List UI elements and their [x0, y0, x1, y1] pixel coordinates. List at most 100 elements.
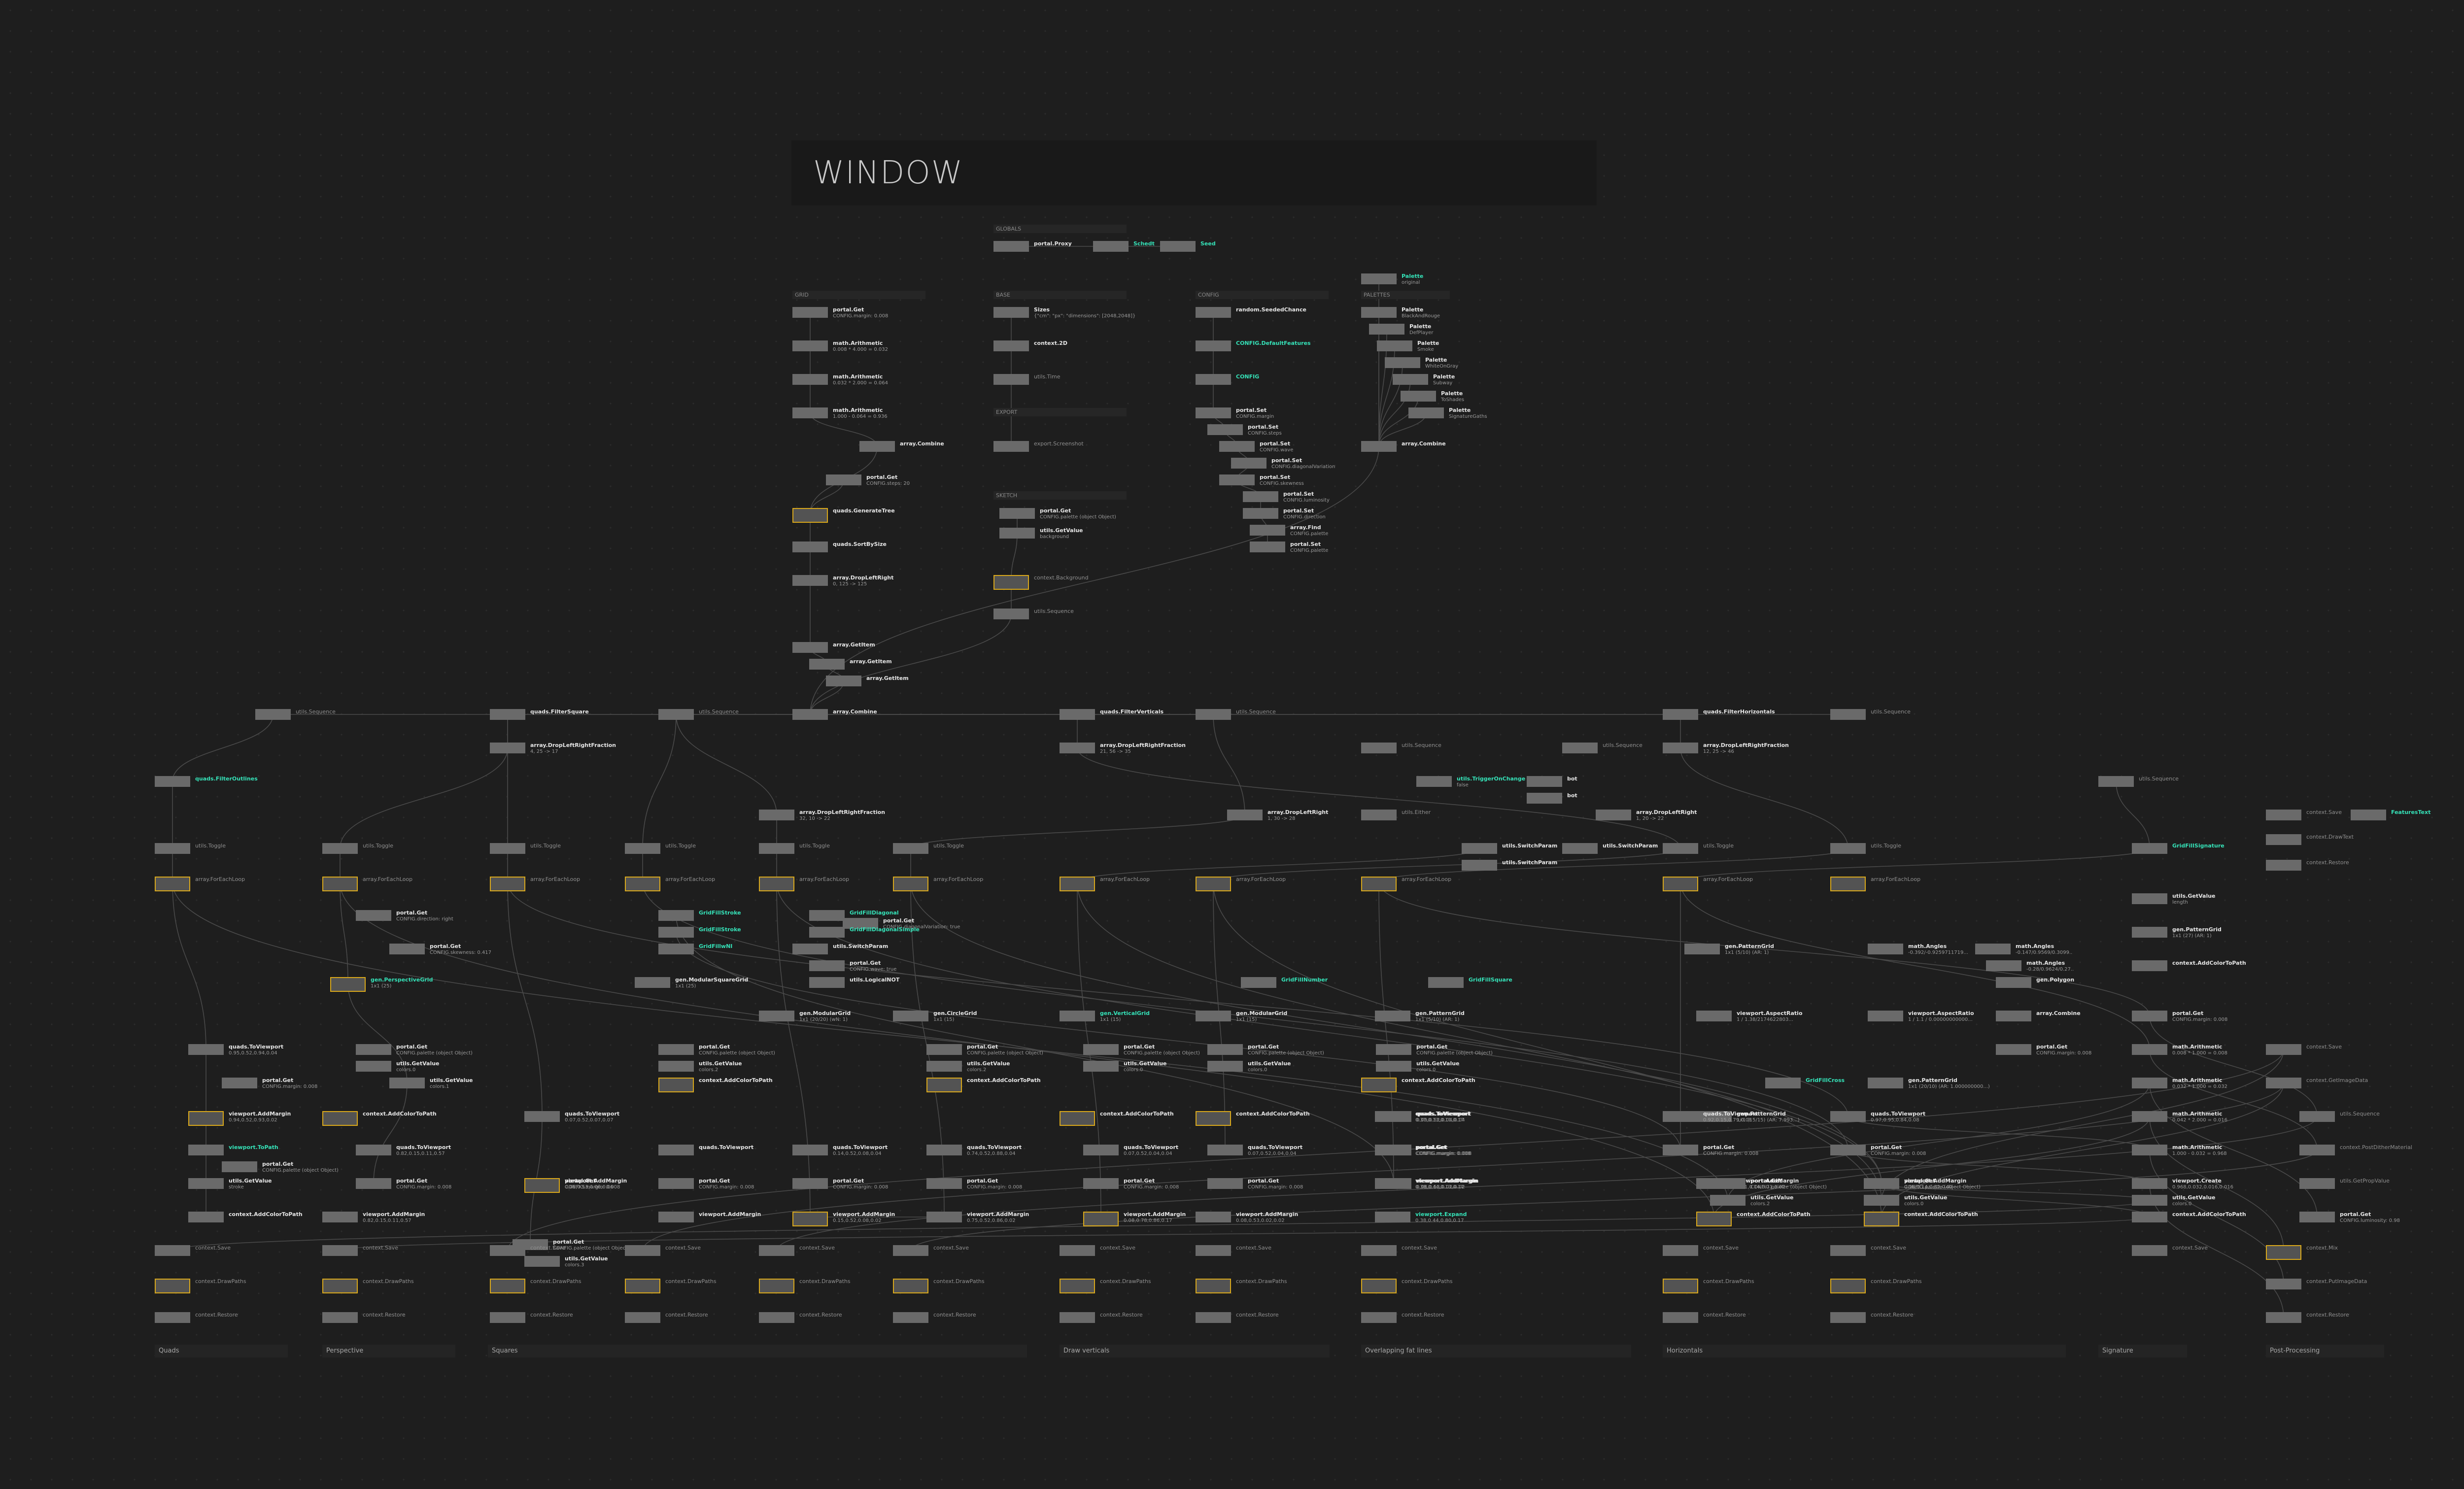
group-header-grid[interactable]: GRID [792, 291, 925, 299]
node-portal-get[interactable]: portal.Get CONFIG.steps: 20 [826, 474, 910, 487]
node-portal-get[interactable]: portal.Get CONFIG.palette (object Object) [1376, 1044, 1493, 1056]
node-palette[interactable]: Palette WhiteOnGray [1385, 357, 1458, 370]
node-preview-thumbnail[interactable] [1830, 709, 1866, 720]
node-preview-thumbnail[interactable] [926, 1178, 962, 1189]
node-preview-thumbnail[interactable] [2266, 834, 2301, 845]
node-preview-thumbnail[interactable] [635, 977, 670, 988]
section-label-horizontals[interactable]: Horizontals [1663, 1345, 2066, 1357]
node-preview-thumbnail[interactable] [893, 1312, 928, 1323]
node-viewport-create[interactable]: viewport.Create 0.968,0.032,0.016,0.016 [2132, 1178, 2233, 1190]
node-viewport-addmargin[interactable]: viewport.AddMargin 0.15,0.52,0.08,0.02 [792, 1211, 895, 1226]
node-gridfillstroke[interactable]: GridFillStroke [658, 910, 741, 921]
wire[interactable] [676, 714, 777, 815]
node-utils-switchparam[interactable]: utils.SwitchParam [792, 943, 888, 954]
node-portal-get[interactable]: portal.Get CONFIG.margin: 0.008 [792, 1178, 888, 1190]
node-preview-thumbnail[interactable] [809, 977, 845, 988]
node-preview-thumbnail[interactable] [658, 1212, 694, 1222]
node-preview-thumbnail[interactable] [843, 918, 878, 929]
node-portal-get[interactable]: portal.Get CONFIG.luminosity: 0.98 [2299, 1211, 2400, 1224]
node-utils-getvalue[interactable]: utils.GetValue background [999, 527, 1083, 540]
node-preview-thumbnail[interactable] [893, 877, 928, 891]
node-preview-thumbnail[interactable] [809, 910, 845, 921]
node-preview-thumbnail[interactable] [792, 1212, 828, 1226]
node-preview-thumbnail[interactable] [490, 843, 525, 854]
node-preview-thumbnail[interactable] [255, 709, 291, 720]
node-preview-thumbnail[interactable] [188, 1212, 224, 1222]
node-preview-thumbnail[interactable] [1207, 424, 1243, 435]
node-preview-thumbnail[interactable] [792, 407, 828, 418]
node-context-restore[interactable]: context.Restore [1196, 1312, 1279, 1323]
node-preview-thumbnail[interactable] [490, 1279, 525, 1293]
node-context-addcolortopath[interactable]: context.AddColorToPath [658, 1077, 773, 1092]
wire[interactable] [776, 881, 811, 1218]
node-array-dropleftrightfraction[interactable]: array.DropLeftRightFraction 12, 25 -> 46 [1663, 742, 1789, 755]
node-portal-get[interactable]: portal.Get CONFIG.diagonalVariation: true [843, 917, 960, 930]
node-context-drawpaths[interactable]: context.DrawPaths [759, 1278, 851, 1293]
node-context-restore[interactable]: context.Restore [625, 1312, 708, 1323]
node-array-foreachloop[interactable]: array.ForEachLoop [759, 876, 849, 891]
node-array-combine[interactable]: array.Combine [859, 440, 944, 452]
node-preview-thumbnail[interactable] [2299, 1178, 2335, 1189]
node-config-defaultfeatures[interactable]: CONFIG.DefaultFeatures [1196, 340, 1311, 351]
node-quads-filteroutlines[interactable]: quads.FilterOutlines [155, 776, 258, 787]
node-preview-thumbnail[interactable] [809, 960, 845, 971]
node-preview-thumbnail[interactable] [999, 528, 1035, 539]
node-preview-thumbnail[interactable] [1428, 977, 1464, 988]
node-context-restore[interactable]: context.Restore [322, 1312, 406, 1323]
node-preview-thumbnail[interactable] [1361, 273, 1397, 284]
node-utils-sequence[interactable]: utils.Sequence [993, 608, 1074, 619]
node-context-save[interactable]: context.Save [1196, 1245, 1271, 1256]
node-preview-thumbnail[interactable] [759, 1245, 794, 1256]
node-array-getitem[interactable]: array.GetItem [826, 675, 909, 686]
node-preview-thumbnail[interactable] [1196, 1212, 1231, 1222]
node-preview-thumbnail[interactable] [1243, 508, 1278, 519]
node-preview-thumbnail[interactable] [1083, 1145, 1119, 1155]
node-schedt[interactable]: Schedt [1093, 240, 1155, 252]
node-preview-thumbnail[interactable] [625, 1245, 660, 1256]
node-preview-thumbnail[interactable] [1207, 1044, 1243, 1055]
node-preview-thumbnail[interactable] [2266, 1245, 2301, 1260]
node-context-drawpaths[interactable]: context.DrawPaths [1830, 1278, 1922, 1293]
node-preview-thumbnail[interactable] [1219, 441, 1255, 452]
node-preview-thumbnail[interactable] [188, 1145, 224, 1155]
node-preview-thumbnail[interactable] [1361, 743, 1397, 753]
node-math-arithmetic[interactable]: math.Arithmetic 0.042 * 2.000 = 0.016 [2132, 1111, 2227, 1123]
node-preview-thumbnail[interactable] [2266, 860, 2301, 871]
node-context-save[interactable]: context.Save [2132, 1245, 2208, 1256]
node-preview-thumbnail[interactable] [1527, 776, 1562, 787]
node-preview-thumbnail[interactable] [1361, 307, 1397, 318]
node-preview-thumbnail[interactable] [1243, 491, 1278, 502]
section-label-signature[interactable]: Signature [2098, 1345, 2187, 1357]
node-math-arithmetic[interactable]: math.Arithmetic 1.000 - 0.064 = 0.936 [792, 407, 888, 420]
node-preview-thumbnail[interactable] [2299, 1145, 2335, 1155]
node-preview-thumbnail[interactable] [1663, 843, 1698, 854]
wire[interactable] [2149, 1049, 2318, 1151]
node-preview-thumbnail[interactable] [1375, 1011, 1410, 1021]
node-viewport-addmargin[interactable]: viewport.AddMargin 0.82,0.15,0.11,0.57 [322, 1211, 425, 1224]
node-utils-sequence[interactable]: utils.Sequence [1830, 709, 1911, 720]
node-preview-thumbnail[interactable] [999, 508, 1035, 519]
node-context-save[interactable]: context.Save [490, 1245, 566, 1256]
node-preview-thumbnail[interactable] [1462, 860, 1497, 871]
node-preview-thumbnail[interactable] [1663, 1111, 1698, 1122]
node-preview-thumbnail[interactable] [1196, 1279, 1231, 1293]
node-context-restore[interactable]: context.Restore [1830, 1312, 1914, 1323]
wire[interactable] [172, 881, 206, 1050]
node-context-addcolortopath[interactable]: context.AddColorToPath [322, 1111, 437, 1126]
node-gen-patterngrid[interactable]: gen.PatternGrid 1x1 (27) (AR: 1) [2132, 926, 2222, 939]
node-utils-toggle[interactable]: utils.Toggle [322, 843, 393, 854]
node-portal-get[interactable]: portal.Get CONFIG.margin: 0.008 [1207, 1178, 1303, 1190]
node-quads-toviewport[interactable]: quads.ToViewport 0.82,0.15,0.11,0.57 [356, 1144, 451, 1157]
node-quads-filtersquare[interactable]: quads.FilterSquare [490, 709, 589, 720]
node-preview-thumbnail[interactable] [926, 1145, 962, 1155]
node-preview-thumbnail[interactable] [993, 340, 1029, 351]
node-preview-thumbnail[interactable] [356, 1044, 391, 1055]
node-context-getimagedata[interactable]: context.GetImageData [2266, 1077, 2368, 1088]
node-preview-thumbnail[interactable] [1684, 944, 1720, 954]
node-array-getitem[interactable]: array.GetItem [809, 658, 892, 670]
node-preview-thumbnail[interactable] [1996, 1044, 2031, 1055]
node-utils-getvalue[interactable]: utils.GetValue colors.0 [1864, 1194, 1948, 1207]
node-export-screenshot[interactable]: export.Screenshot [993, 440, 1084, 452]
node-gen-patterngrid[interactable]: gen.PatternGrid 1x1 (15/15) (AR: 7.993...… [1696, 1111, 1800, 1123]
node-portal-get[interactable]: portal.Get CONFIG.palette (object Object) [926, 1044, 1043, 1056]
